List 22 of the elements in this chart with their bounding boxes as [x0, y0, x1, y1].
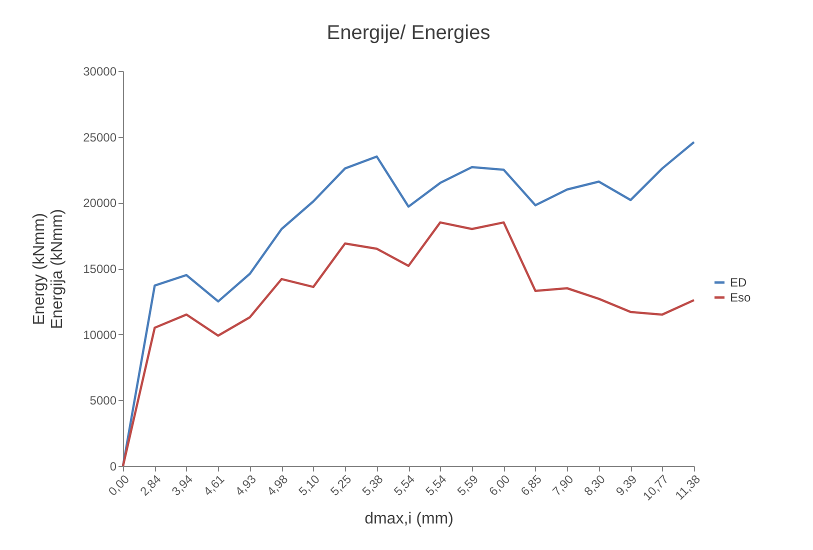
x-tick-label: 4,98	[264, 472, 291, 499]
y-tick-label: 25000	[83, 130, 117, 144]
legend-label: ED	[730, 276, 748, 290]
legend-label: Eso	[730, 290, 752, 304]
x-tick-label: 5,10	[296, 472, 323, 499]
y-tick-label: 20000	[83, 196, 117, 210]
x-tick-label: 4,93	[232, 472, 260, 499]
y-tick-label: 30000	[83, 64, 117, 78]
x-tick-label: 6,00	[486, 472, 513, 499]
x-tick-label: 7,90	[550, 472, 576, 499]
chart-title: Energije/ Energies	[326, 22, 490, 44]
y-tick-label: 0	[110, 460, 117, 474]
x-axis-title: dmax,i (mm)	[364, 510, 454, 528]
y-axis-title: Energy (kNmm) Energija (kNmm)	[31, 208, 66, 330]
x-tick-label: 8,30	[581, 472, 608, 499]
y-tick-label: 10000	[83, 328, 117, 342]
x-tick-label: 9,39	[613, 472, 640, 499]
x-tick-label: 5,59	[454, 472, 482, 499]
x-tick-label: 4,61	[200, 472, 228, 499]
y-tick-label: 5000	[90, 394, 117, 408]
x-tick-label: 0,00	[106, 472, 132, 499]
y-tick-label: 15000	[83, 262, 117, 276]
